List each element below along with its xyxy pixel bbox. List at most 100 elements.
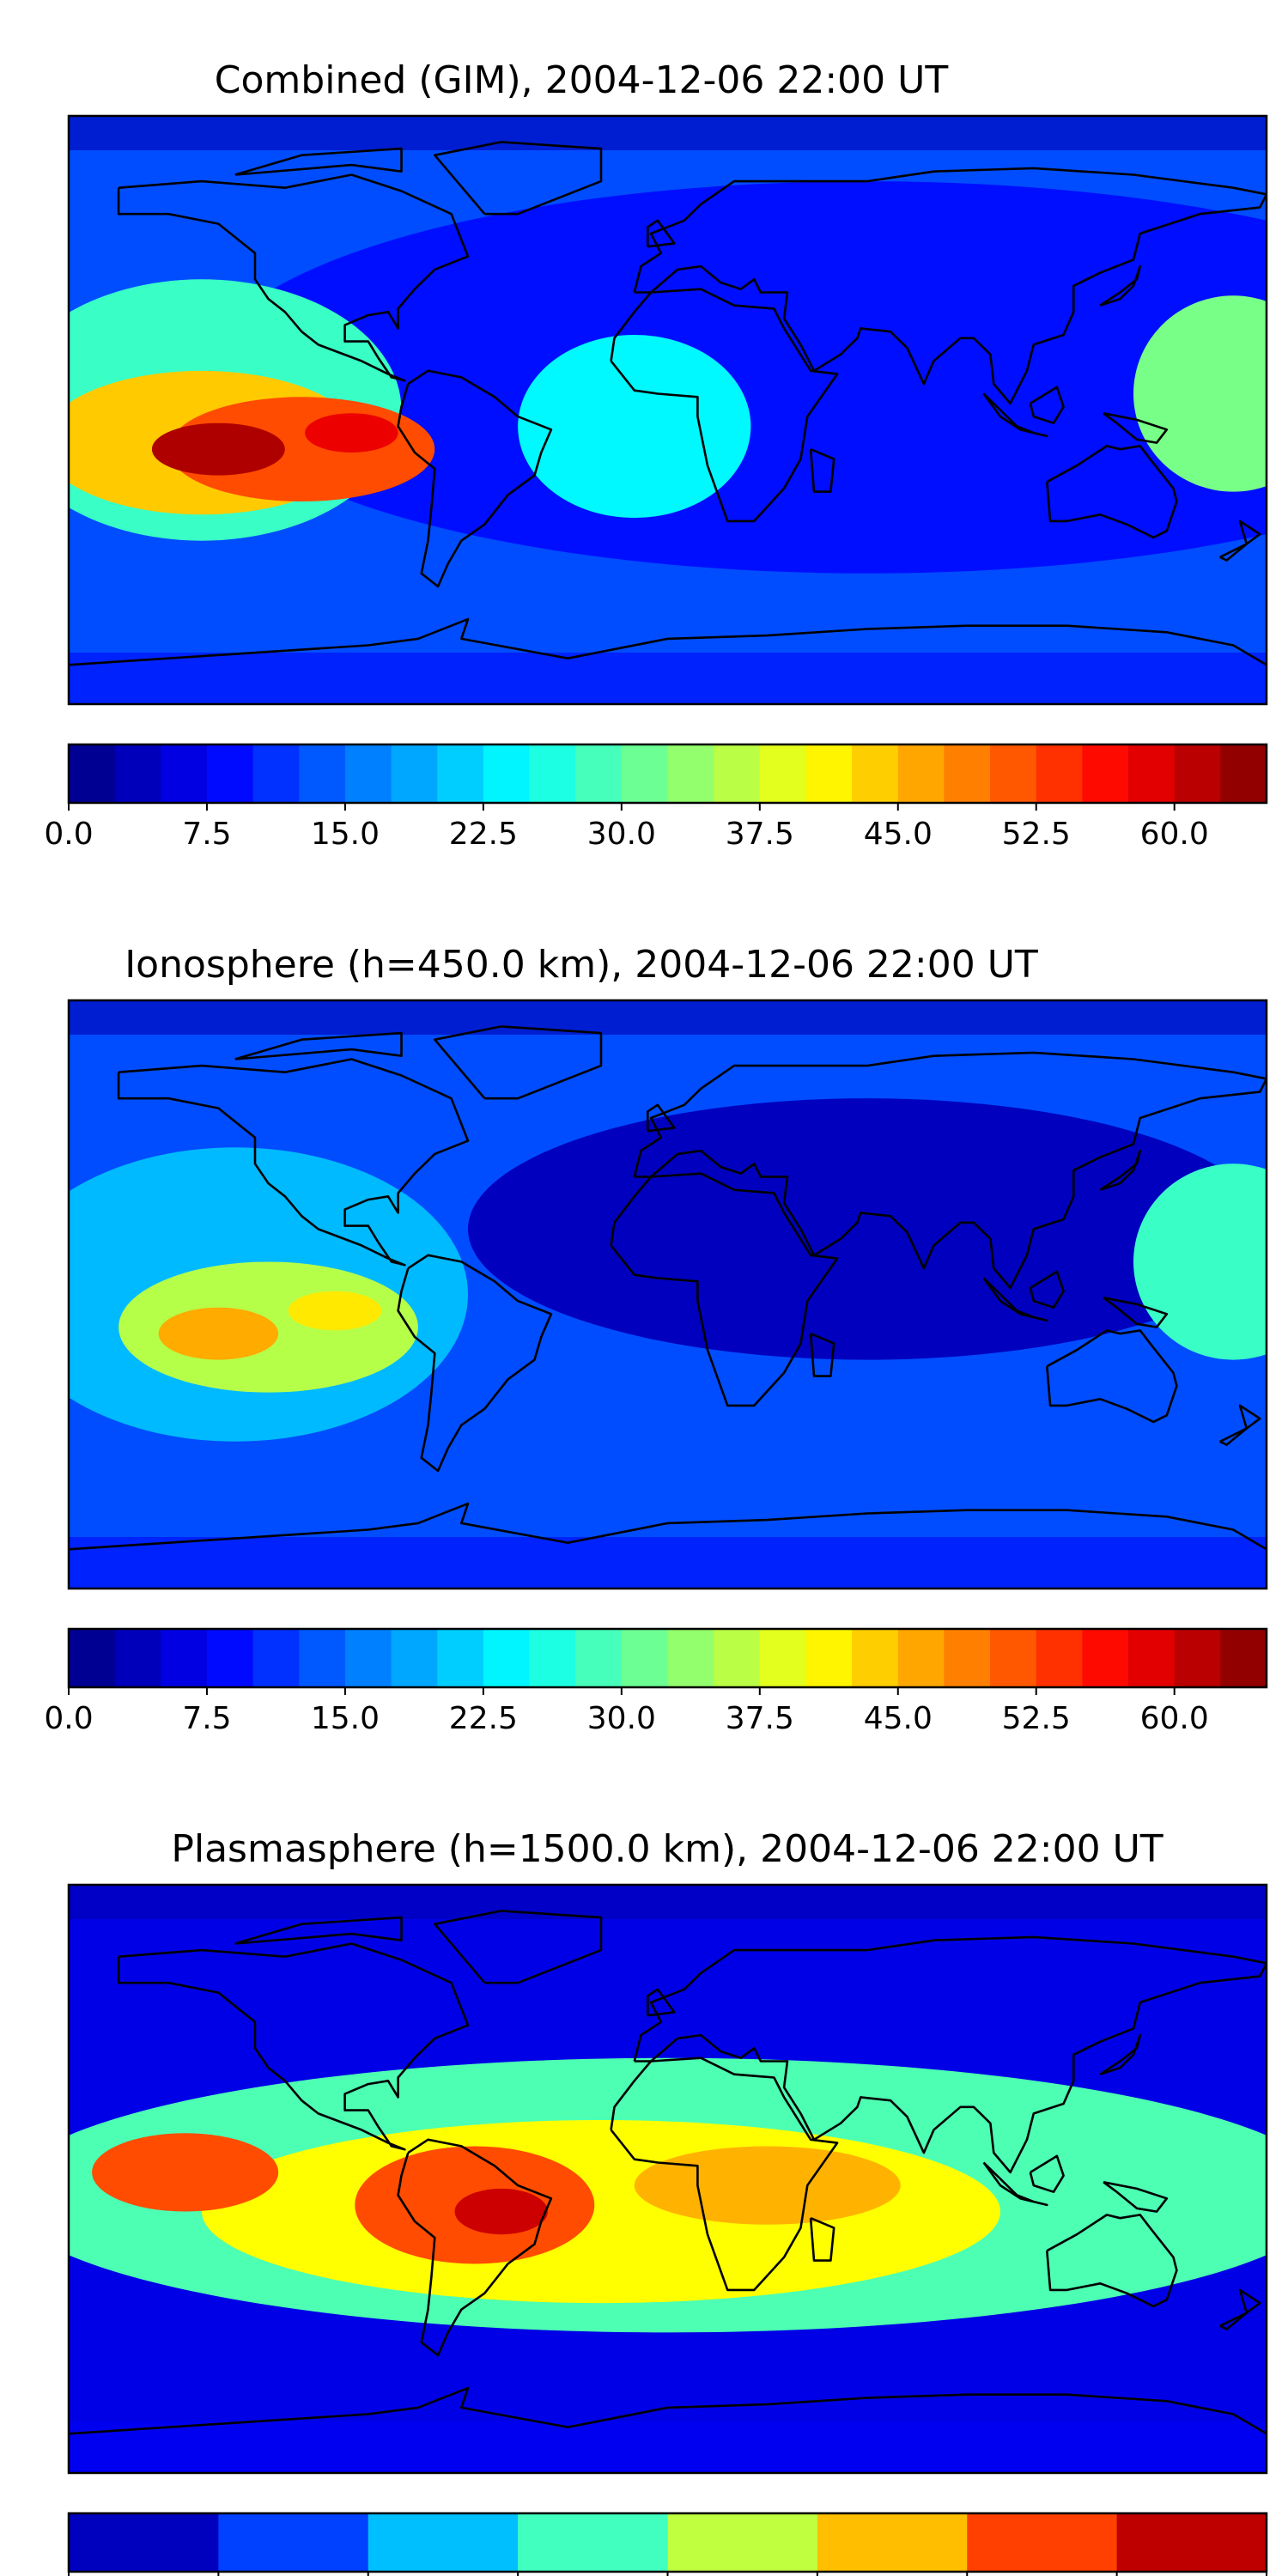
coastline [1219, 2288, 1261, 2330]
colorbar-segment [206, 744, 254, 803]
coastline [117, 1058, 470, 1267]
colorbar-segment [714, 744, 761, 803]
field-contour [634, 2146, 901, 2225]
colorbar-segment [967, 2513, 1118, 2572]
colorbar-tick-label: 22.5 [449, 1701, 518, 1736]
map-panel-plasmasphere [69, 1885, 1267, 2473]
colorbar-segment [944, 744, 991, 803]
colorbar-segment [575, 1629, 623, 1687]
coastline [397, 369, 553, 588]
colorbar-segment [621, 1629, 669, 1687]
coastline [1099, 264, 1142, 307]
coastline [69, 1502, 1267, 1551]
colorbar-tick-label: 60.0 [1140, 817, 1209, 852]
colorbar-segment [529, 1629, 576, 1687]
south-polar-band [69, 2421, 1267, 2473]
colorbar-segment [299, 1629, 346, 1687]
map-title-ionosphere: Ionosphere (h=450.0 km), 2004-12-06 22:0… [125, 943, 1038, 987]
coastline [1046, 445, 1178, 539]
field-contour [202, 2120, 1000, 2304]
map-title-plasmasphere: Plasmasphere (h=1500.0 km), 2004-12-06 2… [171, 1827, 1163, 1871]
colorbar-segment [667, 2513, 818, 2572]
colorbar-segment [897, 1629, 945, 1687]
colorbar-segment [1082, 1629, 1129, 1687]
coastline [1029, 1270, 1065, 1309]
colorbar-segment [161, 744, 208, 803]
coastline [610, 1172, 839, 1407]
coastline [1046, 2214, 1178, 2308]
tec-field-plasmasphere [69, 1885, 1267, 2473]
colorbar-segment [69, 2513, 219, 2572]
coastline [117, 1942, 470, 2151]
field-contour [518, 334, 751, 519]
colorbar-segment [252, 1629, 300, 1687]
colorbar-tick-label: 22.5 [449, 817, 518, 852]
colorbar-segment [1128, 744, 1176, 803]
colorbar-combined: 0.0 7.5 15.0 22.5 30.0 37.5 45.0 52.5 60.0 [44, 743, 1268, 852]
colorbar-tick-label: 15.0 [311, 1701, 380, 1736]
colorbar-segment [437, 744, 484, 803]
colorbar-segment [161, 1629, 208, 1687]
south-polar-band [69, 653, 1267, 704]
colorbar-segment [990, 1629, 1037, 1687]
coastline [69, 2386, 1267, 2435]
coastline [1029, 386, 1065, 424]
colorbar-tick-label: 30.0 [587, 817, 656, 852]
field-contour [158, 1307, 279, 1360]
coastline [234, 1031, 403, 1060]
colorbar-segment [805, 1629, 853, 1687]
colorbar-segment [114, 744, 161, 803]
coastline [1029, 2154, 1065, 2193]
tec-field-combined [69, 116, 1267, 704]
coastline [633, 167, 1267, 405]
tec-field-ionosphere [69, 1000, 1267, 1589]
map-panel-combined [69, 116, 1267, 704]
field-contour [92, 2133, 279, 2212]
coastline [434, 1025, 603, 1100]
colorbar-segment [206, 1629, 254, 1687]
colorbar-tick-label: 52.5 [1002, 1701, 1071, 1736]
coastline [647, 1103, 676, 1133]
colorbar-segment [368, 2513, 519, 2572]
coastlines-combined [69, 141, 1267, 666]
colorbar-segment [299, 744, 346, 803]
coastline [982, 2161, 1048, 2207]
coastline [647, 219, 676, 248]
coastline [1099, 1149, 1142, 1191]
colorbar-segment [114, 1629, 161, 1687]
coastline [117, 173, 470, 382]
coastline [1103, 1297, 1169, 1328]
colorbar-segment [990, 744, 1037, 803]
map-frame-combined [67, 114, 1268, 706]
colorbar-ionosphere: 0.0 7.5 15.0 22.5 30.0 37.5 45.0 52.5 60.0 [44, 1627, 1268, 1736]
coastlines-plasmasphere [69, 1910, 1267, 2435]
colorbar-segment [391, 744, 438, 803]
colorbar-segment [529, 744, 576, 803]
coastline [633, 1935, 1267, 2174]
coastline [982, 1277, 1048, 1322]
coastline [1103, 412, 1169, 444]
field-contour [288, 1291, 382, 1331]
colorbar-segment [575, 744, 623, 803]
field-contour [151, 422, 285, 476]
south-polar-band [69, 1537, 1267, 1589]
colorbar-segment [1220, 744, 1267, 803]
map-frame-ionosphere [67, 999, 1268, 1590]
colorbar-tick-label: 7.5 [182, 1701, 231, 1736]
colorbar-segment [714, 1629, 761, 1687]
coastline [809, 1333, 835, 1377]
colorbar-segment [1116, 2513, 1267, 2572]
colorbar-frame [67, 743, 1268, 805]
field-contour [1133, 1163, 1267, 1360]
colorbar-segment [805, 744, 853, 803]
colorbar-segment [69, 1629, 116, 1687]
coastline [647, 1988, 676, 2017]
field-contour [202, 181, 1267, 574]
colorbar-segment [667, 744, 714, 803]
colorbar-segment [897, 744, 945, 803]
colorbar-segment [1036, 744, 1083, 803]
colorbar-segment [759, 1629, 807, 1687]
north-polar-band [69, 116, 1267, 150]
colorbar-tick-label: 7.5 [182, 817, 231, 852]
